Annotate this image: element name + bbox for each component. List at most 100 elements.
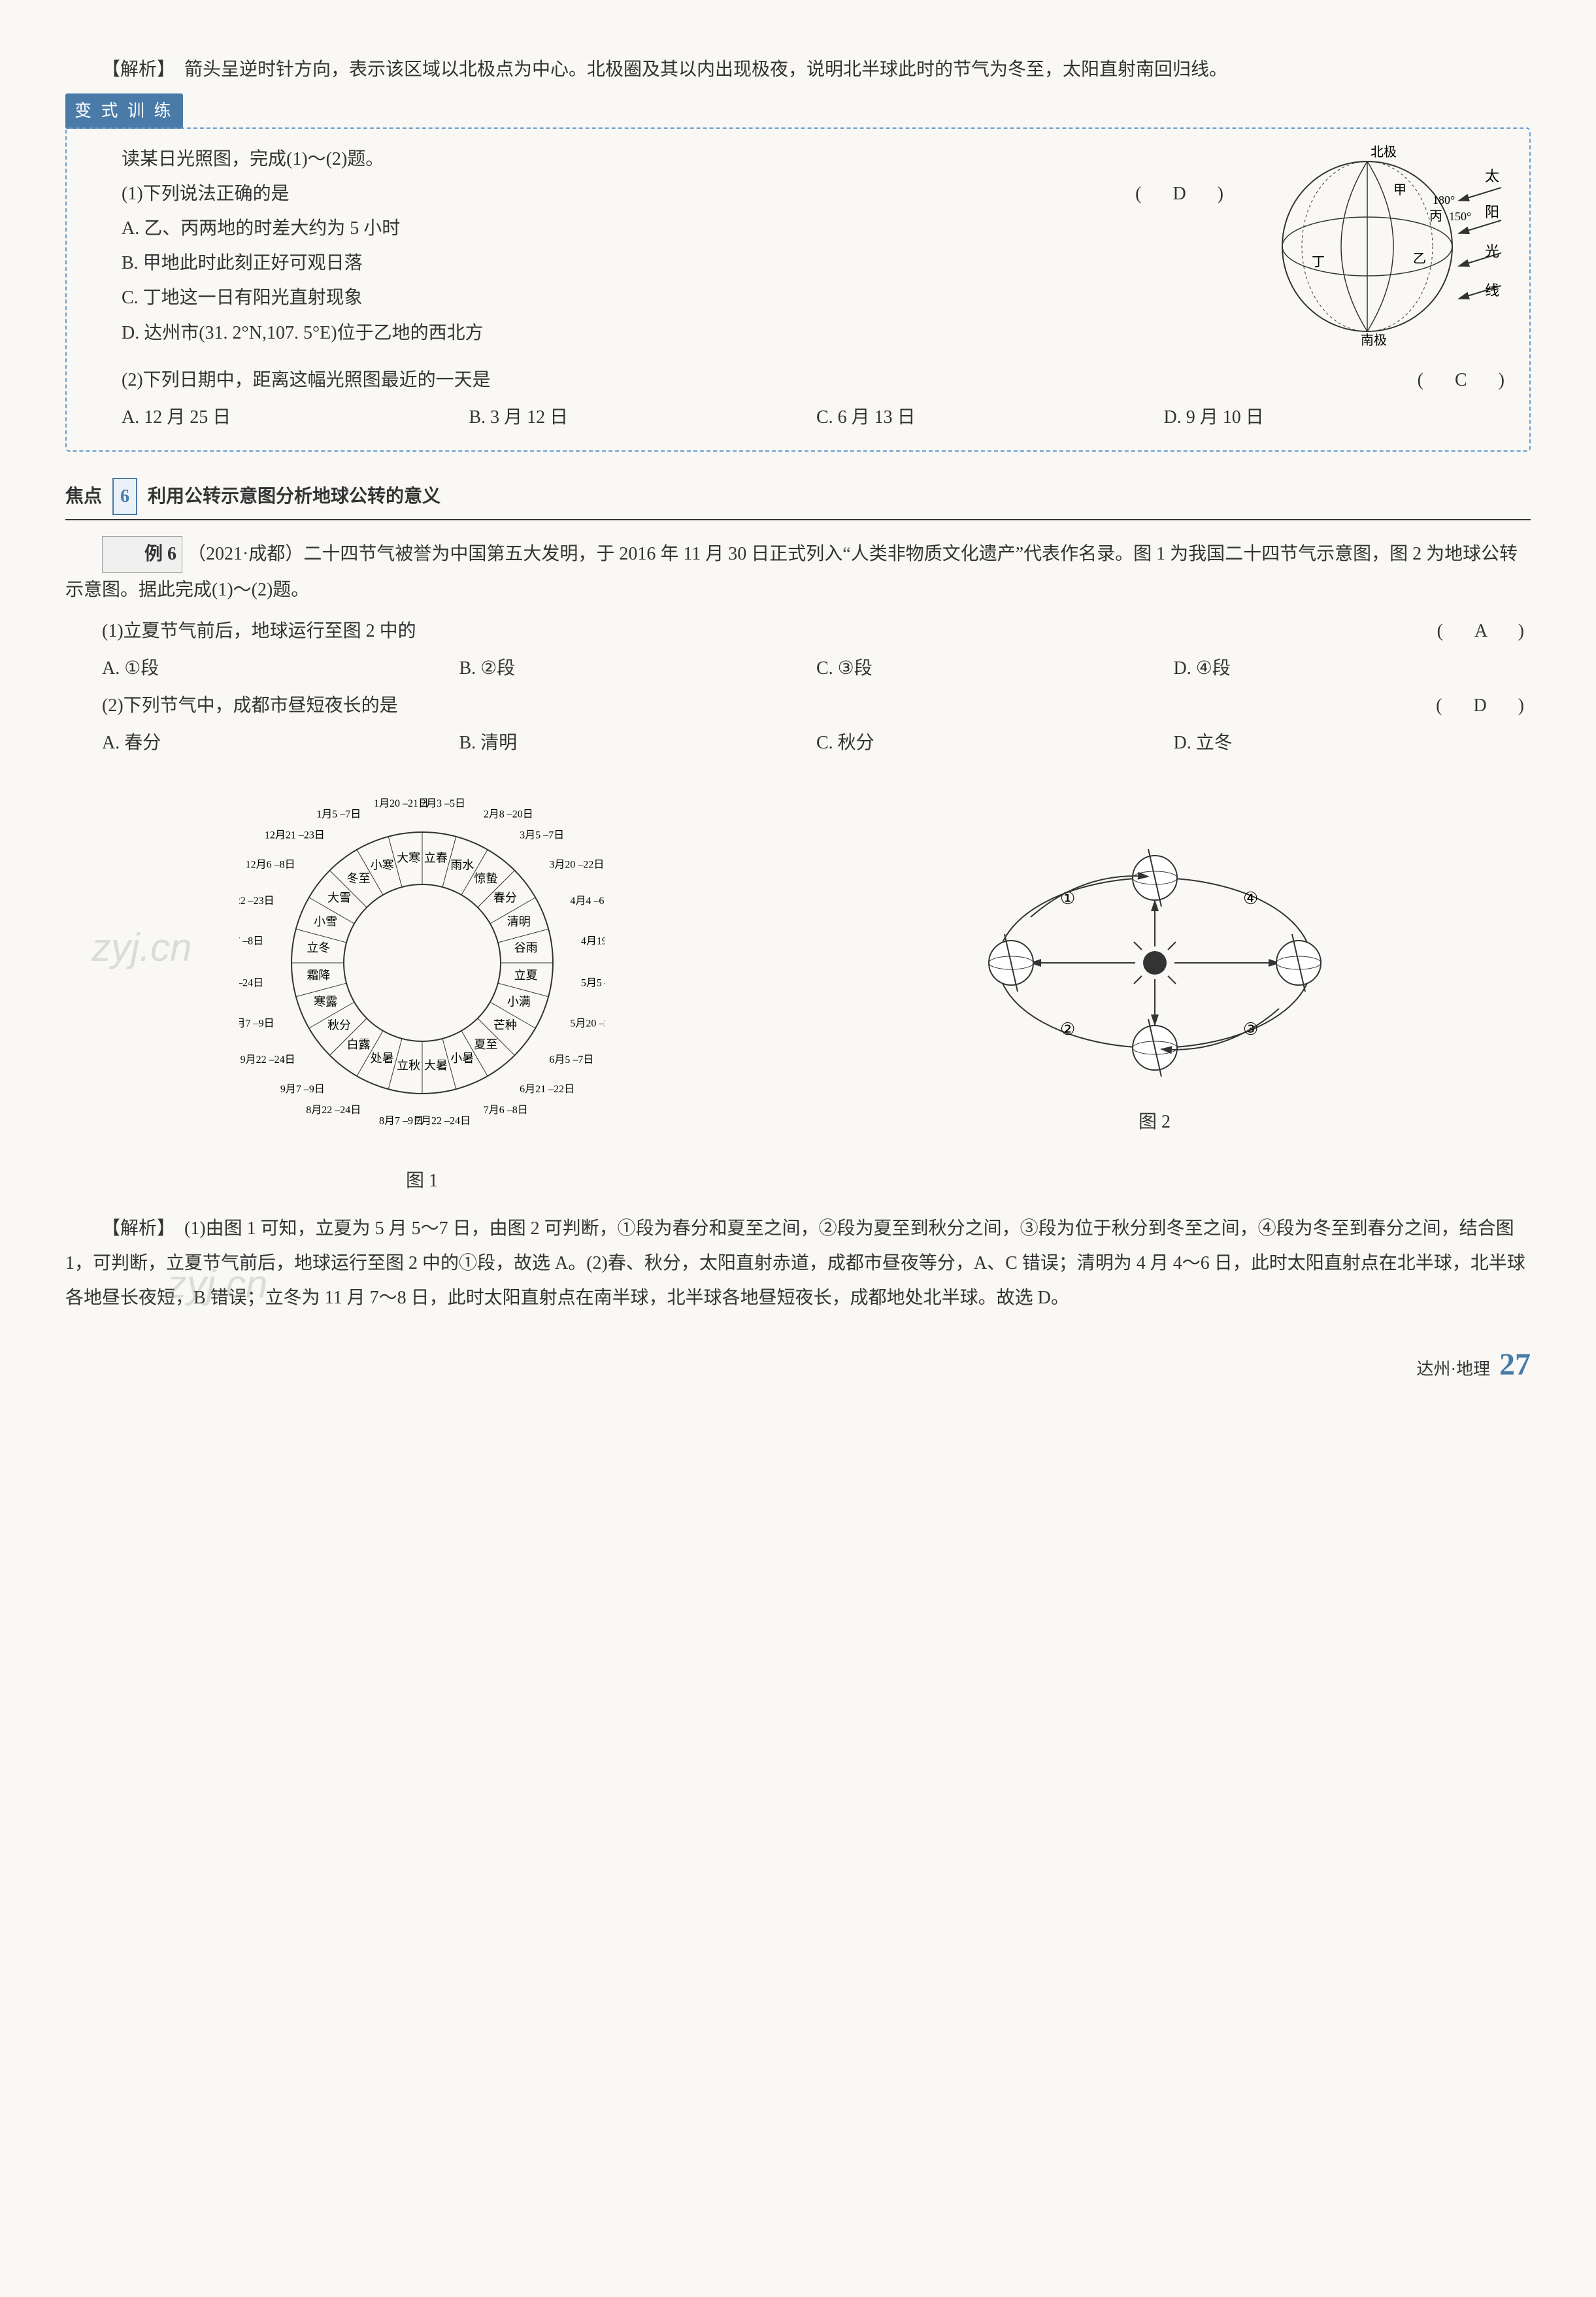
svg-text:南极: 南极 [1361,333,1387,348]
q2-opt-a: A. 12 月 25 日 [122,400,469,435]
svg-text:阳: 阳 [1485,204,1499,220]
svg-text:9月7 –9日: 9月7 –9日 [280,1084,324,1095]
svg-text:丙: 丙 [1429,209,1442,224]
example-stem: 例 6（2021·成都）二十四节气被誉为中国第五大发明，于 2016 年 11 … [65,536,1531,607]
q1-opt-a: A. 乙、丙两地的时差大约为 5 小时 [85,211,1230,246]
svg-text:乙: 乙 [1413,252,1426,266]
svg-text:立春: 立春 [424,852,447,865]
svg-text:11月22 –23日: 11月22 –23日 [239,896,274,907]
figure-2: ① ② ③ ④ 图 2 [952,839,1357,1139]
svg-text:大寒: 大寒 [397,852,420,865]
figures-row: zyj.cn 立春2月3 –5日雨水2月8 –20日惊蛰3月5 –7日春分3月2… [65,780,1531,1198]
svg-text:1月5 –7日: 1月5 –7日 [316,809,361,820]
svg-text:小寒: 小寒 [370,859,393,872]
focus-label: 焦点 [65,479,102,514]
variant-section: 变 式 训 练 读某日光照图，完成(1)～(2)题。 (1)下列说法正确的是 (… [65,93,1531,452]
svg-text:7月22 –24日: 7月22 –24日 [415,1116,470,1127]
svg-text:1月20 –21日: 1月20 –21日 [374,798,429,809]
fig1-caption: 图 1 [239,1164,605,1198]
example-badge: 例 6 [102,536,182,572]
q2-options: A. 12 月 25 日 B. 3 月 12 日 C. 6 月 13 日 D. … [85,400,1511,435]
svg-text:立冬: 立冬 [307,942,330,955]
svg-text:8月7 –9日: 8月7 –9日 [379,1116,424,1127]
svg-text:雨水: 雨水 [450,859,474,872]
svg-text:秋分: 秋分 [327,1019,351,1032]
svg-text:线: 线 [1485,282,1499,299]
analysis-bottom: zyj.cn 【解析】 (1)由图 1 可知，立夏为 5 月 5～7 日，由图 … [65,1211,1531,1316]
svg-text:处暑: 处暑 [370,1052,393,1065]
ex-q1-d: D. ④段 [1174,651,1531,686]
svg-text:④: ④ [1243,889,1258,908]
variant-q1: (1)下列说法正确的是 ( D ) [85,176,1230,211]
svg-text:立秋: 立秋 [397,1059,420,1072]
variant-q2: (2)下列日期中，距离这幅光照图最近的一天是 ( C ) [85,363,1511,397]
svg-text:夏至: 夏至 [474,1039,497,1052]
q2-opt-d: D. 9 月 10 日 [1164,400,1512,435]
q1-opt-b: B. 甲地此时此刻正好可观日落 [85,246,1230,280]
svg-text:12月21 –23日: 12月21 –23日 [264,830,324,841]
ex-q1-options: A. ①段 B. ②段 C. ③段 D. ④段 [65,651,1531,686]
fig2-caption: 图 2 [952,1105,1357,1139]
q2-answer: ( C ) [1405,363,1511,397]
svg-text:180°: 180° [1433,193,1455,207]
svg-text:9月22 –24日: 9月22 –24日 [240,1054,295,1065]
ex-q1-b: B. ②段 [459,651,817,686]
svg-text:大雪: 大雪 [327,892,351,905]
svg-text:谷雨: 谷雨 [514,942,537,955]
svg-text:②: ② [1060,1020,1075,1039]
svg-text:清明: 清明 [507,915,530,928]
analysis-b-text: (1)由图 1 可知，立夏为 5 月 5～7 日，由图 2 可判断，①段为春分和… [65,1218,1525,1308]
svg-text:3月5 –7日: 3月5 –7日 [520,830,564,841]
svg-text:芒种: 芒种 [493,1019,516,1032]
figure-1: 立春2月3 –5日雨水2月8 –20日惊蛰3月5 –7日春分3月20 –22日清… [239,780,605,1198]
svg-text:白露: 白露 [346,1039,370,1052]
variant-box: 读某日光照图，完成(1)～(2)题。 (1)下列说法正确的是 ( D ) A. … [65,127,1531,452]
svg-text:8月22 –24日: 8月22 –24日 [306,1105,361,1116]
focus-num: 6 [112,478,137,515]
svg-text:立夏: 立夏 [514,969,537,982]
focus-header: 焦点 6 利用公转示意图分析地球公转的意义 [65,478,1531,520]
svg-text:大暑: 大暑 [424,1059,447,1072]
example-source: （2021·成都） [188,544,303,564]
ex-q1: (1)立夏节气前后，地球运行至图 2 中的 ( A ) [65,614,1531,648]
analysis-b-label: 【解析】 [102,1218,166,1239]
svg-text:小雪: 小雪 [314,915,337,928]
svg-text:150°: 150° [1449,210,1471,223]
svg-text:寒露: 寒露 [314,996,337,1009]
ex-q2-c: C. 秋分 [816,726,1174,760]
ex-q2-d: D. 立冬 [1174,726,1531,760]
svg-text:春分: 春分 [493,892,516,905]
svg-text:2月8 –20日: 2月8 –20日 [483,809,533,820]
svg-text:惊蛰: 惊蛰 [474,873,497,886]
ex-q2: (2)下列节气中，成都市昼短夜长的是 ( D ) [65,688,1531,723]
ex-q2-answer: ( D ) [1423,688,1531,723]
svg-text:光: 光 [1485,243,1499,260]
globe-diagram: 北极 南极 甲 丙 乙 丁 180° 150° 太 阳 光 线 [1256,142,1505,351]
svg-text:3月20 –22日: 3月20 –22日 [549,860,604,871]
analysis-text: 箭头呈逆时针方向，表示该区域以北极点为中心。北极圈及其以内出现极夜，说明北半球此… [166,59,1227,80]
ex-q2-options: A. 春分 B. 清明 C. 秋分 D. 立冬 [65,726,1531,760]
svg-text:12月6 –8日: 12月6 –8日 [245,860,295,871]
focus-title: 利用公转示意图分析地球公转的意义 [148,479,441,514]
svg-text:小满: 小满 [507,996,530,1009]
svg-text:4月19 –21日: 4月19 –21日 [580,936,605,947]
svg-text:10月7 –9日: 10月7 –9日 [239,1018,274,1030]
svg-text:霜降: 霜降 [307,969,330,982]
analysis-label: 【解析】 [102,59,166,80]
ex-q2-a: A. 春分 [102,726,459,760]
variant-intro: 读某日光照图，完成(1)～(2)题。 [85,142,1230,176]
svg-text:7月6 –8日: 7月6 –8日 [483,1105,527,1116]
ex-q2-stem: (2)下列节气中，成都市昼短夜长的是 [102,688,1423,723]
ex-q1-c: C. ③段 [816,651,1174,686]
svg-text:小暑: 小暑 [450,1052,474,1065]
svg-text:4月4 –6日: 4月4 –6日 [570,896,605,907]
q1-answer: ( D ) [1122,176,1230,211]
watermark-1: zyj.cn [91,911,191,985]
footer-region: 达州·地理 [1416,1353,1490,1385]
svg-text:北极: 北极 [1371,144,1397,159]
q2-opt-b: B. 3 月 12 日 [469,400,817,435]
q2-opt-c: C. 6 月 13 日 [816,400,1164,435]
ex-q1-answer: ( A ) [1424,614,1531,648]
orbit-svg: ① ② ③ ④ [952,839,1357,1087]
svg-text:丁: 丁 [1312,255,1325,269]
